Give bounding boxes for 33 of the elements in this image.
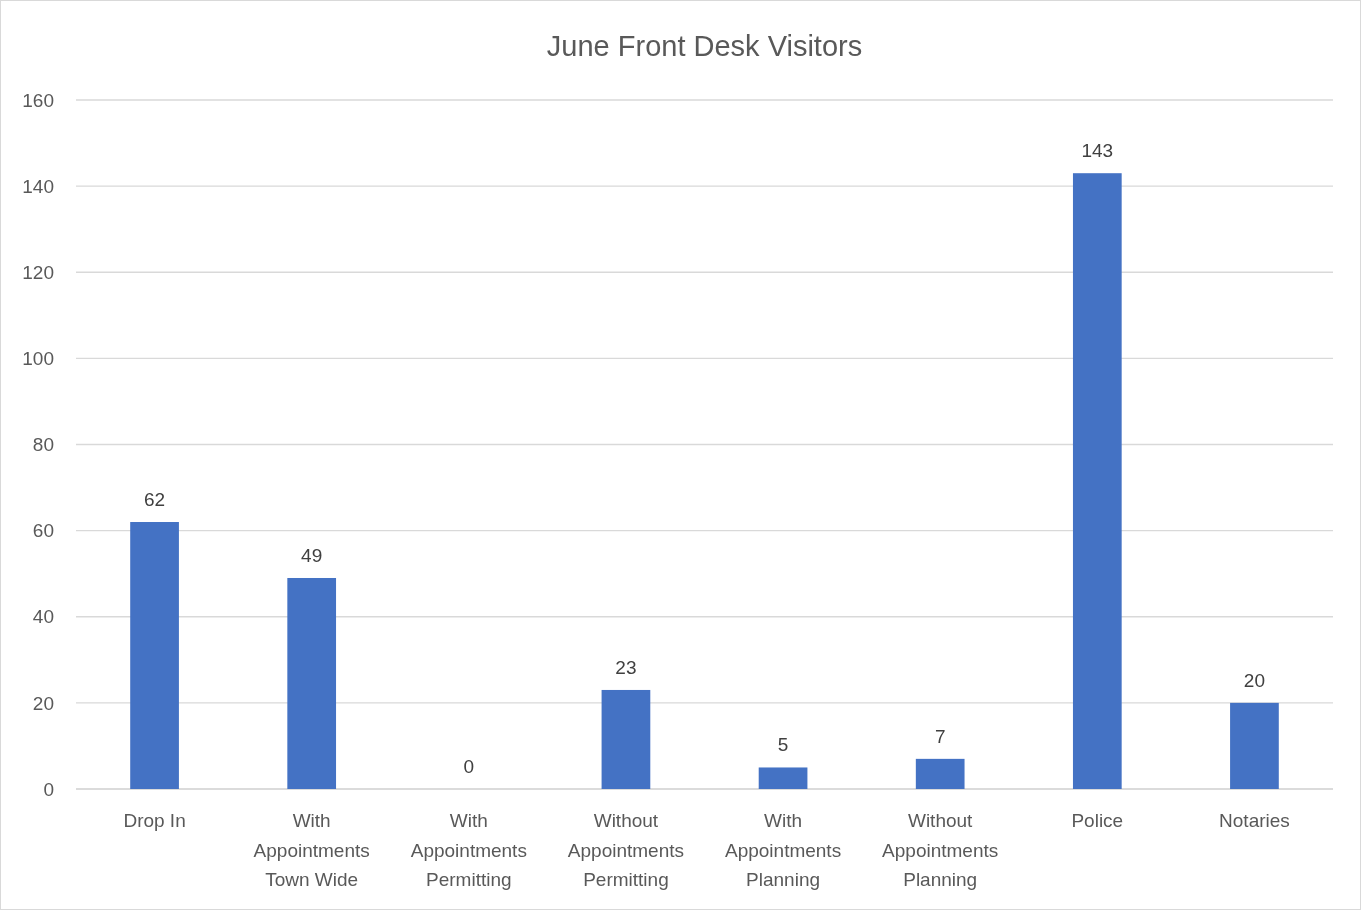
x-tick-label: Police bbox=[1071, 810, 1124, 831]
x-tick-label: With Appointments Planning bbox=[724, 810, 842, 890]
data-label: 20 bbox=[1243, 669, 1266, 691]
bar bbox=[130, 522, 179, 789]
y-tick-label: 120 bbox=[22, 261, 54, 283]
x-tick-label: With Appointments Town Wide bbox=[253, 810, 370, 890]
x-tick-label: Drop In bbox=[123, 810, 186, 831]
y-tick-label: 40 bbox=[32, 606, 54, 628]
data-label: 5 bbox=[777, 734, 789, 756]
data-label: 143 bbox=[1081, 140, 1114, 162]
bar bbox=[601, 689, 651, 789]
x-tick-label: Notaries bbox=[1219, 810, 1290, 831]
data-label: 0 bbox=[463, 756, 475, 777]
y-tick-label: 80 bbox=[32, 434, 54, 456]
data-label: 62 bbox=[143, 489, 166, 511]
bar bbox=[287, 577, 337, 789]
y-tick-label: 160 bbox=[22, 89, 54, 111]
x-tick-label: With Appointments Permitting bbox=[410, 810, 527, 890]
bar bbox=[915, 758, 965, 789]
y-tick-label: 100 bbox=[22, 348, 54, 370]
y-tick-label: 140 bbox=[22, 175, 54, 197]
bar bbox=[1072, 173, 1122, 789]
data-label: 49 bbox=[301, 544, 323, 566]
x-tick-label: Without Appointments Planning bbox=[882, 810, 999, 890]
data-label: 23 bbox=[615, 656, 637, 678]
y-tick-label: 20 bbox=[32, 692, 54, 714]
chart-title: June Front Desk Visitors bbox=[546, 30, 863, 62]
bar bbox=[1230, 702, 1279, 789]
y-tick-label: 0 bbox=[43, 778, 54, 800]
x-tick-label: Without Appointments Permitting bbox=[567, 810, 685, 890]
bar bbox=[758, 767, 808, 789]
data-label: 7 bbox=[934, 725, 946, 747]
y-tick-label: 60 bbox=[32, 520, 54, 542]
